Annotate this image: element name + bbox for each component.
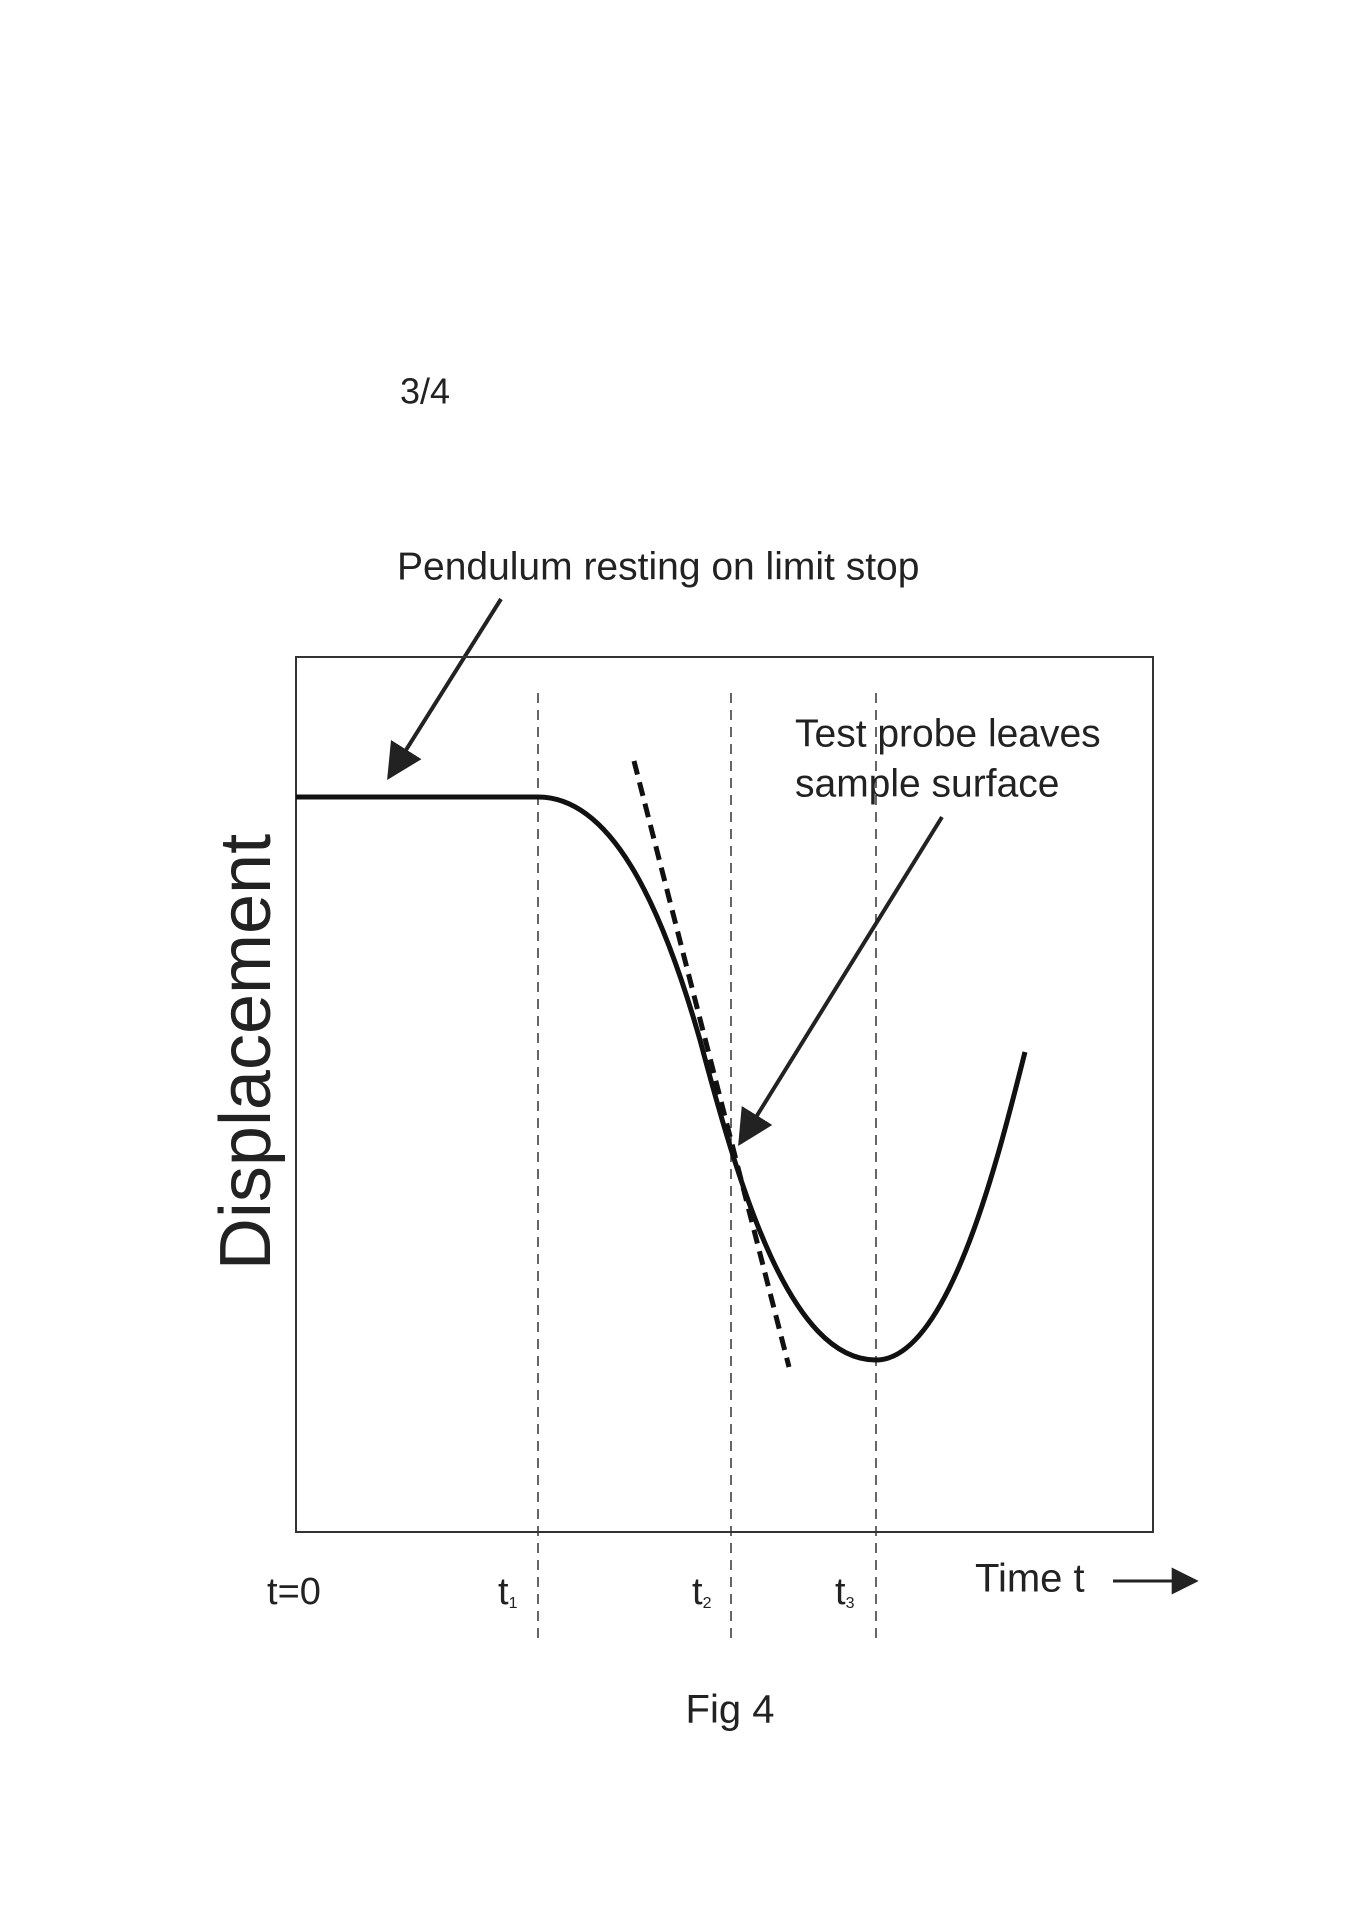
t-subscript: 3 [846, 1595, 855, 1612]
y-axis-label: Displacement [206, 834, 286, 1270]
time-mark-label: t=0 [267, 1571, 321, 1613]
t-subscript: 2 [703, 1595, 712, 1612]
t-label: t [498, 1571, 509, 1613]
sheet-number: 3/4 [400, 371, 450, 412]
time-markers [537, 693, 877, 1645]
tangent-line [631, 760, 792, 1368]
t-label: t [835, 1571, 846, 1613]
x-axis-label: Time t [975, 1557, 1085, 1601]
time-mark-label: t3 [835, 1571, 855, 1613]
t-subscript: 1 [509, 1595, 518, 1612]
displacement-curve [296, 794, 1028, 1363]
arrow [387, 597, 503, 781]
t-label: t [692, 1571, 703, 1613]
time-mark-label: t2 [692, 1571, 712, 1613]
plot-frame [295, 656, 1154, 1533]
probe-annotation: sample surface [795, 762, 1059, 805]
pendulum-annotation: Pendulum resting on limit stop [397, 545, 919, 588]
probe-annotation: Test probe leaves [795, 712, 1101, 755]
caption: Fig 4 [686, 1688, 775, 1732]
arrow [738, 815, 944, 1147]
time-mark-label: t1 [498, 1571, 518, 1613]
